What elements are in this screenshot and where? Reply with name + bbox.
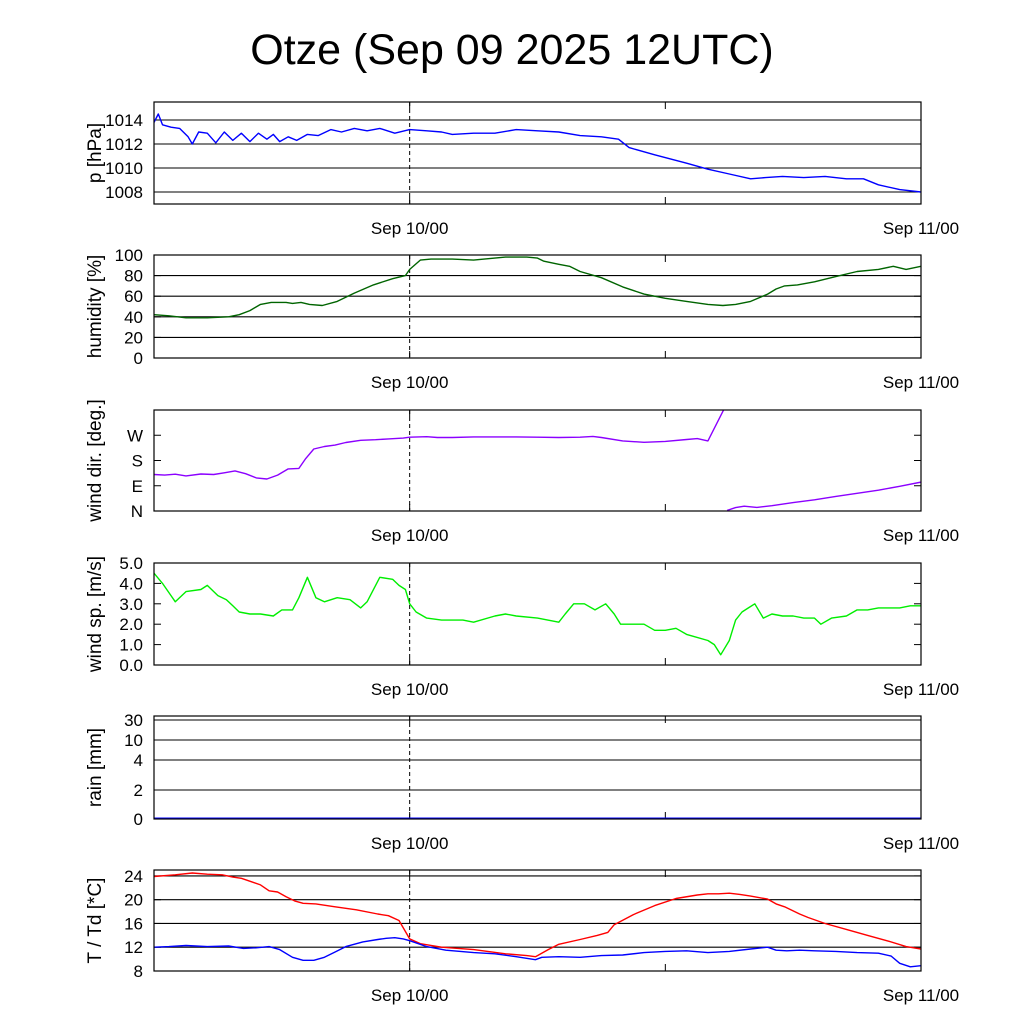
plot-frame: [153, 254, 922, 359]
y-axis-label: p [hPa]: [85, 123, 106, 183]
y-tick-label: 24: [124, 867, 143, 886]
x-tick-label: Sep 10/00: [371, 373, 449, 392]
x-tick-label: Sep 11/00: [883, 680, 959, 699]
y-tick-label: 2: [134, 781, 143, 800]
y-tick-label: 1012: [105, 135, 143, 154]
y-tick-label: 100: [115, 246, 143, 265]
y-axis-label: humidity [%]: [85, 255, 106, 358]
x-tick-label: Sep 10/00: [371, 526, 449, 545]
y-tick-label: 1014: [105, 111, 143, 130]
x-tick-label: Sep 10/00: [371, 986, 449, 1005]
y-tick-label: 1008: [105, 183, 143, 202]
y-tick-label: 4: [134, 751, 143, 770]
y-tick-label: 1.0: [119, 636, 143, 655]
series-line: [154, 937, 921, 968]
series-line: [726, 481, 921, 511]
series-line: [154, 410, 725, 480]
y-tick-label: 40: [124, 308, 143, 327]
y-tick-label: 10: [124, 731, 143, 750]
plot-frame: [153, 101, 922, 205]
y-tick-label: 8: [134, 962, 143, 981]
series-line: [154, 256, 921, 319]
y-tick-label: S: [132, 452, 143, 471]
x-tick-label: Sep 11/00: [883, 834, 959, 853]
x-tick-label: Sep 11/00: [883, 526, 959, 545]
y-tick-label: 2.0: [119, 615, 143, 634]
x-tick-label: Sep 11/00: [883, 219, 959, 238]
y-tick-label: 1010: [105, 159, 143, 178]
plot-frame: [153, 409, 922, 512]
y-tick-label: 0.0: [119, 656, 143, 675]
y-tick-label: 5.0: [119, 554, 143, 573]
y-tick-label: N: [131, 502, 143, 521]
y-tick-label: 3.0: [119, 595, 143, 614]
y-tick-label: E: [132, 477, 143, 496]
y-axis-label: T / Td [*C]: [85, 878, 106, 964]
plot-frame: [153, 869, 922, 972]
y-tick-label: 20: [124, 891, 143, 910]
y-axis-label: rain [mm]: [85, 728, 106, 807]
series-line: [154, 572, 921, 656]
y-tick-label: 0: [134, 349, 143, 368]
y-tick-label: 30: [124, 711, 143, 730]
y-axis-label: wind dir. [deg.]: [85, 399, 106, 523]
series-line: [154, 872, 921, 958]
x-tick-label: Sep 11/00: [883, 373, 959, 392]
y-tick-label: 80: [124, 267, 143, 286]
y-tick-label: 4.0: [119, 574, 143, 593]
y-tick-label: W: [127, 426, 143, 445]
series-line: [154, 113, 921, 193]
plot-frame: [153, 715, 922, 820]
y-tick-label: 12: [124, 938, 143, 957]
y-tick-label: 16: [124, 914, 143, 933]
x-tick-label: Sep 10/00: [371, 680, 449, 699]
y-tick-label: 20: [124, 328, 143, 347]
x-tick-label: Sep 10/00: [371, 834, 449, 853]
plot-frame: [153, 562, 922, 666]
y-axis-label: wind sp. [m/s]: [85, 556, 106, 673]
chart-title: Otze (Sep 09 2025 12UTC): [250, 26, 774, 74]
y-tick-label: 60: [124, 287, 143, 306]
x-tick-label: Sep 10/00: [371, 219, 449, 238]
x-tick-label: Sep 11/00: [883, 986, 959, 1005]
y-tick-label: 0: [134, 810, 143, 829]
